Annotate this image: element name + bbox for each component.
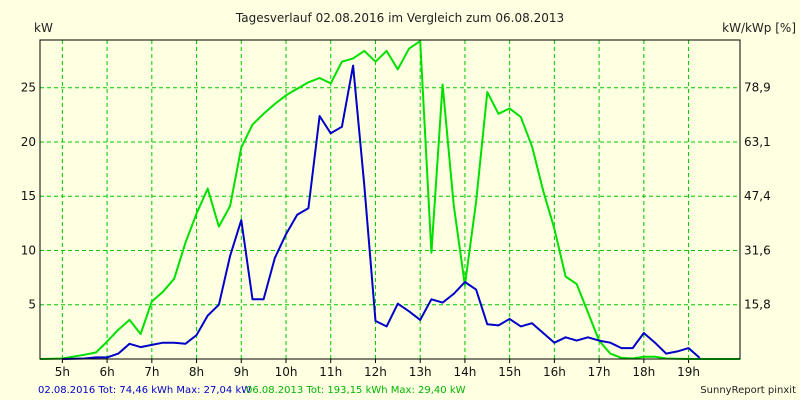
- series-line-2013: [39, 40, 740, 360]
- x-tick-label: 9h: [234, 365, 249, 379]
- right-tick-label: 47,4: [744, 189, 771, 203]
- x-tick-label: 5h: [55, 365, 70, 379]
- x-axis-ticks: 5h 6h 7h 8h 9h 10h 11h 12h 13h 14h 15h 16h 17h 18h 19h: [55, 359, 700, 379]
- x-tick-label: 11h: [319, 365, 342, 379]
- x-tick-label: 6h: [99, 365, 114, 379]
- right-tick-label: 15,8: [744, 298, 771, 312]
- x-tick-label: 18h: [632, 365, 655, 379]
- grid-lines: [40, 40, 740, 359]
- y-tick-label: 25: [21, 81, 36, 95]
- right-tick-label: 31,6: [744, 243, 771, 257]
- x-tick-label: 17h: [588, 365, 611, 379]
- right-axis-unit: kW/kWp [%]: [722, 21, 796, 35]
- x-tick-label: 10h: [275, 365, 298, 379]
- brand-credit: SunnyReport pinxit: [700, 385, 796, 396]
- y-tick-label: 5: [28, 298, 36, 312]
- y-tick-label: 20: [21, 135, 36, 149]
- series-lines: [39, 40, 740, 360]
- x-tick-label: 13h: [409, 365, 432, 379]
- y-axis-ticks: 5 10 15 20 25: [21, 81, 36, 312]
- plot-frame: [39, 39, 741, 360]
- y-tick-label: 10: [21, 243, 36, 257]
- x-tick-label: 8h: [189, 365, 204, 379]
- legend-series-2013: 06.08.2013 Tot: 193,15 kWh Max: 29,40 kW: [246, 385, 466, 396]
- x-tick-label: 14h: [453, 365, 476, 379]
- chart-title: Tagesverlauf 02.08.2016 im Vergleich zum…: [235, 11, 564, 25]
- x-tick-label: 7h: [144, 365, 159, 379]
- x-tick-label: 12h: [364, 365, 387, 379]
- x-tick-label: 15h: [498, 365, 521, 379]
- x-tick-label: 19h: [677, 365, 700, 379]
- x-tick-label: 16h: [543, 365, 566, 379]
- right-tick-label: 78,9: [744, 81, 771, 95]
- legend-series-2016: 02.08.2016 Tot: 74,46 kWh Max: 27,04 kW: [38, 385, 251, 396]
- right-tick-label: 63,1: [744, 135, 771, 149]
- right-axis-ticks: 15,8 31,6 47,4 63,1 78,9: [744, 81, 771, 312]
- left-axis-unit: kW: [34, 21, 53, 35]
- y-tick-label: 15: [21, 189, 36, 203]
- series-line-2016: [62, 64, 701, 360]
